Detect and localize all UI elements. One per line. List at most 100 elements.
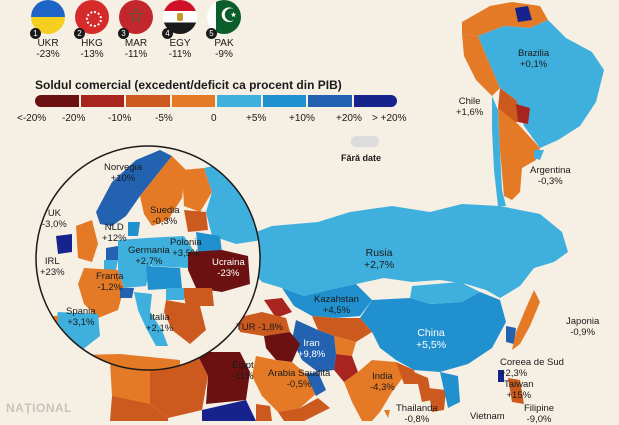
label-india: India -4,3%: [370, 371, 395, 393]
region-switzerland: [120, 288, 134, 298]
region-nepal-bangladesh: [396, 362, 418, 384]
region-czech-austria: [146, 266, 182, 290]
region-italy: [134, 292, 168, 346]
region-baltics: [184, 210, 208, 232]
brand-watermark: NAȚIONAL: [6, 401, 72, 415]
legend-color-scale: [35, 95, 397, 107]
label-spania: Spania +3,1%: [66, 306, 96, 328]
country-code: EGY: [169, 38, 191, 49]
region-ukraine: [188, 250, 250, 292]
region-poland: [146, 236, 196, 268]
label-nld: NLD +12%: [102, 222, 127, 244]
region-sweden: [140, 156, 186, 226]
region-paraguay: [516, 104, 530, 124]
label-suedia: Suedia -0,3%: [150, 205, 180, 227]
region-norway: [96, 150, 172, 226]
region-finland: [182, 168, 212, 212]
label-ucraina: Ucraina -23%: [212, 257, 245, 279]
no-data-swatch: [351, 136, 379, 147]
label-coreea: Coreea de Sud +2,3%: [500, 357, 564, 379]
label-tur: TUR -1,8%: [236, 322, 283, 333]
legend-swatch: [126, 95, 170, 107]
country-code: PAK: [214, 38, 234, 49]
region-japan: [512, 290, 540, 350]
country-value: -11%: [124, 49, 148, 60]
label-norvegia: Norvegia +10%: [104, 162, 143, 184]
region-russia: [240, 204, 568, 298]
rank-badge: 4: [162, 28, 173, 39]
top-country-mar: ☆ 3 MAR -11%: [116, 0, 156, 60]
region-kazakhstan: [282, 284, 372, 318]
region-central-asia: [312, 316, 372, 342]
region-yemen-oman: [278, 398, 330, 421]
region-chile: [492, 96, 506, 206]
legend-tick: -5%: [155, 113, 173, 124]
region-argentina: [498, 108, 540, 200]
label-japonia: Japonia -0,9%: [566, 316, 600, 338]
region-korea: [506, 326, 516, 344]
country-code: UKR: [37, 38, 59, 49]
region-romania-moldova: [182, 288, 214, 306]
label-iran: Iran +9,8%: [298, 338, 326, 360]
legend-tick: +10%: [289, 113, 315, 124]
region-belarus: [196, 232, 222, 252]
label-italia: Italia +2,1%: [146, 312, 174, 334]
top-country-pak: ☪ 5 PAK -9%: [204, 0, 244, 60]
eurasia-main: [110, 204, 568, 421]
country-code: MAR: [124, 38, 148, 49]
region-egypt: [196, 352, 250, 404]
country-value: -11%: [168, 49, 192, 60]
legend-tick: +5%: [246, 113, 267, 124]
region-sudan: [202, 400, 256, 421]
top-country-ukr: 1 UKR -23%: [28, 0, 68, 60]
region-taiwan: [498, 370, 504, 382]
region-sri-lanka: [384, 410, 390, 418]
region-brazil: [478, 20, 604, 148]
region-niger-mali: [110, 396, 168, 421]
label-polonia: Polonia +3,5%: [170, 237, 202, 259]
region-france: [78, 268, 124, 318]
label-kazahstan: Kazahstan +4,5%: [314, 294, 359, 316]
region-ethiopia: [256, 404, 272, 421]
label-filipine: Filipine -9,0%: [524, 403, 555, 425]
legend-tick: -10%: [108, 113, 132, 124]
rank-badge: 1: [30, 28, 41, 39]
south-america: [462, 2, 604, 206]
rank-badge: 2: [74, 28, 85, 39]
region-guyana: [515, 6, 532, 22]
legend-swatch: [35, 95, 79, 107]
region-balkans: [164, 300, 206, 344]
region-gulf: [306, 372, 326, 396]
label-brazilia: Brazilia +0,1%: [518, 48, 550, 70]
label-uk: UK -3,0%: [42, 208, 67, 230]
region-india: [344, 360, 404, 421]
label-irl: IRL +23%: [40, 256, 65, 278]
legend-swatch: [353, 95, 397, 107]
label-arabia: Arabia Saudită -0,5%: [268, 368, 331, 390]
legend-swatch: [80, 95, 124, 107]
region-germany: [118, 238, 152, 288]
legend-tick: +20%: [336, 113, 362, 124]
legend-swatch: [171, 95, 215, 107]
region-denmark: [128, 222, 140, 236]
label-china: China +5,5%: [416, 327, 447, 351]
legend-tick: <-20%: [17, 113, 47, 124]
country-value: -23%: [36, 49, 60, 60]
region-china: [360, 292, 506, 372]
legend-swatch: [262, 95, 306, 107]
region-afghanistan: [334, 336, 356, 356]
region-ecuador-peru: [462, 34, 500, 96]
region-laos-vietnam: [440, 372, 460, 408]
label-taiwan: Taiwan +15%: [504, 379, 534, 401]
europe-inset: [36, 146, 260, 370]
top-country-hkg: 2 HKG -13%: [72, 0, 112, 60]
legend-swatch: [217, 95, 261, 107]
legend-title: Soldul comercial (excedent/deficit ca pr…: [35, 78, 342, 92]
region-hungary: [166, 288, 184, 300]
legend-tick: -20%: [62, 113, 86, 124]
label-germania: Germania +2,7%: [128, 245, 170, 267]
region-mongolia: [410, 282, 480, 304]
region-philippines: [508, 378, 524, 404]
region-caucasus: [264, 298, 292, 318]
region-myanmar: [414, 372, 432, 402]
